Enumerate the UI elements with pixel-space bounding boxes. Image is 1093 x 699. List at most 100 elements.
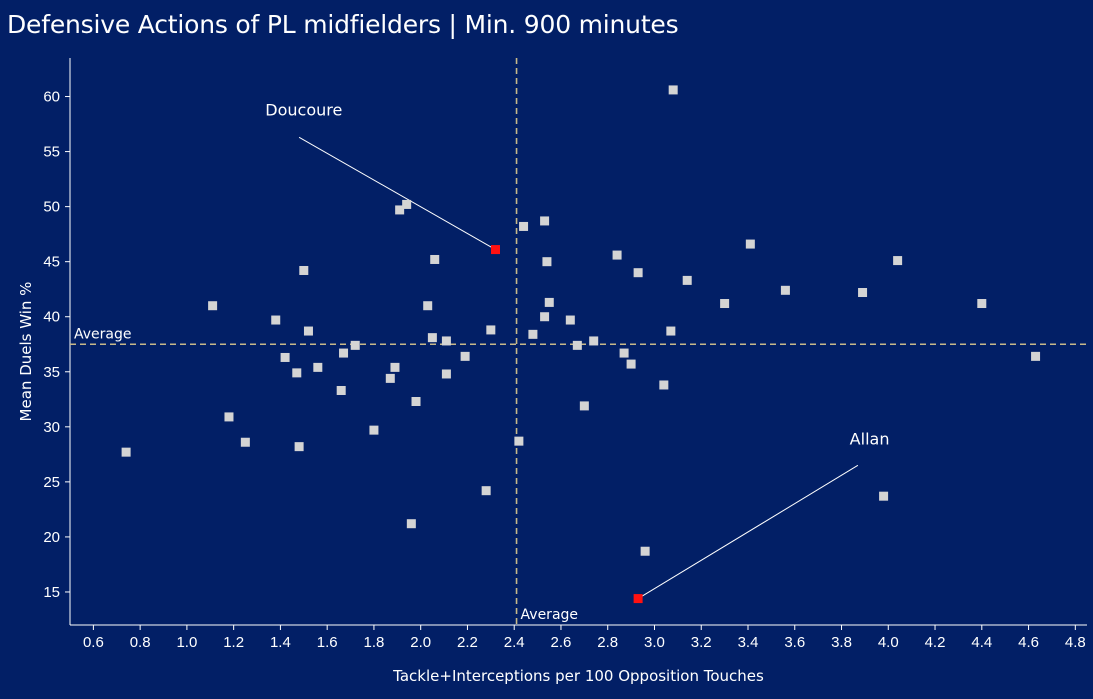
x-tick-label: 3.4: [738, 634, 759, 651]
data-point: [589, 336, 599, 346]
x-tick-label: 1.6: [317, 634, 338, 651]
y-axis-label: Mean Duels Win %: [17, 282, 35, 422]
x-tick-label: 1.4: [270, 634, 291, 651]
data-point: [481, 486, 491, 496]
x-tick-label: 2.4: [504, 634, 525, 651]
x-tick-label: 4.2: [925, 634, 946, 651]
annotation-line: [637, 464, 859, 600]
x-tick-label: 2.0: [410, 634, 431, 651]
x-tick-label: 3.8: [831, 634, 852, 651]
y-tick-label: 45: [43, 254, 60, 271]
y-tick-label: 30: [43, 419, 60, 436]
annotations: Doucoure Allan: [265, 100, 890, 600]
y-average-label: Average: [74, 326, 132, 342]
data-point: [441, 336, 451, 346]
x-tick-label: 0.8: [130, 634, 151, 651]
y-tick-label: 40: [43, 309, 60, 326]
x-tick-label: 2.6: [551, 634, 572, 651]
data-point: [612, 250, 622, 260]
data-point: [780, 285, 790, 295]
axes: 0.6 0.8 1.0 1.2 1.4 1.6 1.8 2.0 2.2 2.4 2.6 2.8 3.0 3…: [43, 58, 1087, 651]
x-tick-label: 4.0: [878, 634, 899, 651]
data-point: [299, 265, 309, 275]
data-point: [280, 352, 290, 362]
y-tick-label: 50: [43, 199, 60, 216]
data-point: [271, 315, 281, 325]
y-tick-label: 20: [43, 529, 60, 546]
data-point: [430, 254, 440, 264]
x-tick-label: 4.6: [1018, 634, 1039, 651]
data-points: [121, 85, 1041, 604]
data-point: [411, 397, 421, 407]
data-point: [121, 447, 131, 457]
annotation-line: [298, 136, 496, 251]
data-point: [1031, 351, 1041, 361]
data-point: [460, 351, 470, 361]
data-point: [626, 359, 636, 369]
y-tick-label: 60: [43, 89, 60, 106]
data-point: [666, 326, 676, 336]
data-point: [514, 436, 524, 446]
data-point: [540, 312, 550, 322]
data-point: [385, 373, 395, 383]
data-point: [858, 288, 868, 298]
data-point: [294, 442, 304, 452]
annotation-label: Doucoure: [265, 100, 342, 119]
y-tick-label: 15: [43, 584, 60, 601]
data-point: [406, 519, 416, 529]
annotation-label: Allan: [850, 429, 890, 448]
data-point: [423, 301, 433, 311]
highlighted-point: [491, 245, 501, 255]
data-point: [336, 385, 346, 395]
data-point: [395, 205, 405, 215]
data-point: [977, 299, 987, 309]
x-tick-label: 4.8: [1065, 634, 1086, 651]
x-tick-label: 3.2: [691, 634, 712, 651]
x-tick-label: 2.2: [457, 634, 478, 651]
x-tick-label: 3.6: [784, 634, 805, 651]
data-point: [619, 348, 629, 358]
data-point: [350, 340, 360, 350]
data-point: [720, 299, 730, 309]
highlighted-point: [633, 594, 643, 604]
data-point: [292, 368, 302, 378]
y-tick-label: 55: [43, 144, 60, 161]
x-average-label: Average: [521, 607, 579, 623]
data-point: [313, 362, 323, 372]
data-point: [427, 333, 437, 343]
data-point: [640, 546, 650, 556]
x-tick-label: 1.8: [364, 634, 385, 651]
x-tick-label: 3.0: [644, 634, 665, 651]
data-point: [745, 239, 755, 249]
data-point: [572, 340, 582, 350]
x-tick-label: 1.2: [223, 634, 244, 651]
data-point: [542, 257, 552, 267]
data-point: [402, 199, 412, 209]
data-point: [528, 329, 538, 339]
data-point: [682, 275, 692, 285]
data-point: [668, 85, 678, 95]
data-point: [879, 491, 889, 501]
chart-title: Defensive Actions of PL midfielders | Mi…: [7, 10, 679, 39]
x-tick-label: 2.8: [597, 634, 618, 651]
data-point: [579, 401, 589, 411]
data-point: [339, 348, 349, 358]
data-point: [544, 297, 554, 307]
data-point: [486, 325, 496, 335]
x-tick-label: 0.6: [83, 634, 104, 651]
data-point: [659, 380, 669, 390]
data-point: [240, 437, 250, 447]
data-point: [893, 256, 903, 266]
average-lines: Average Average: [70, 58, 1087, 625]
y-tick-label: 25: [43, 474, 60, 491]
data-point: [565, 315, 575, 325]
y-tick-label: 35: [43, 364, 60, 381]
x-axis-label: Tackle+Interceptions per 100 Opposition …: [392, 667, 764, 685]
data-point: [519, 221, 529, 231]
data-point: [441, 369, 451, 379]
data-point: [303, 326, 313, 336]
data-point: [224, 412, 234, 422]
data-point: [540, 216, 550, 226]
data-point: [633, 268, 643, 278]
